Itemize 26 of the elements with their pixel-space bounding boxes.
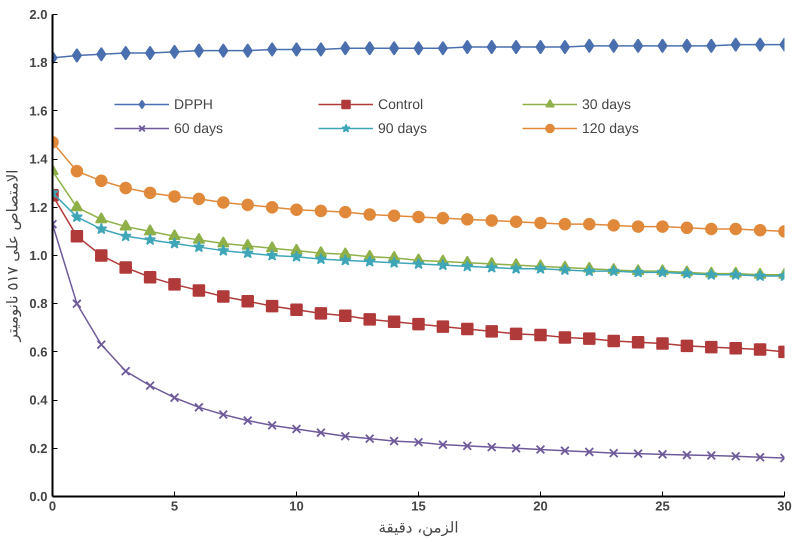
y-tick-label: 1.4 — [29, 152, 48, 167]
x-tick-label: 20 — [533, 498, 548, 514]
x-tick-label: 0 — [48, 498, 56, 514]
legend-label: 90 days — [378, 120, 428, 136]
x-tick-label: 25 — [655, 498, 670, 514]
y-tick-label: 0.2 — [29, 440, 48, 456]
y-axis-title: الامتصاص على ٥١٧ نانوميتر — [3, 170, 22, 342]
x-tick-label: 5 — [170, 498, 178, 514]
x-tick-label: 30 — [777, 498, 792, 514]
y-tick-label: 1.6 — [29, 103, 48, 118]
legend-label: Control — [378, 96, 424, 112]
legend-label: 30 days — [582, 96, 632, 112]
x-tick-label: 15 — [411, 498, 426, 514]
y-tick-label: 1.8 — [29, 55, 48, 70]
y-tick-label: 1.0 — [29, 248, 48, 263]
y-tick-label: 0.4 — [29, 392, 48, 408]
y-tick-label: 0.8 — [29, 296, 48, 312]
y-tick-label: 1.2 — [29, 200, 48, 215]
x-axis-title: الزمن، دقيقة — [378, 518, 459, 536]
y-tick-label: 2.0 — [29, 7, 48, 22]
y-tick-label: 0.6 — [29, 344, 48, 360]
legend-label: DPPH — [174, 96, 214, 112]
legend-label: 120 days — [582, 120, 640, 136]
x-tick-label: 10 — [289, 498, 304, 514]
legend-label: 60 days — [174, 120, 224, 136]
y-tick-label: 0.0 — [29, 489, 48, 504]
